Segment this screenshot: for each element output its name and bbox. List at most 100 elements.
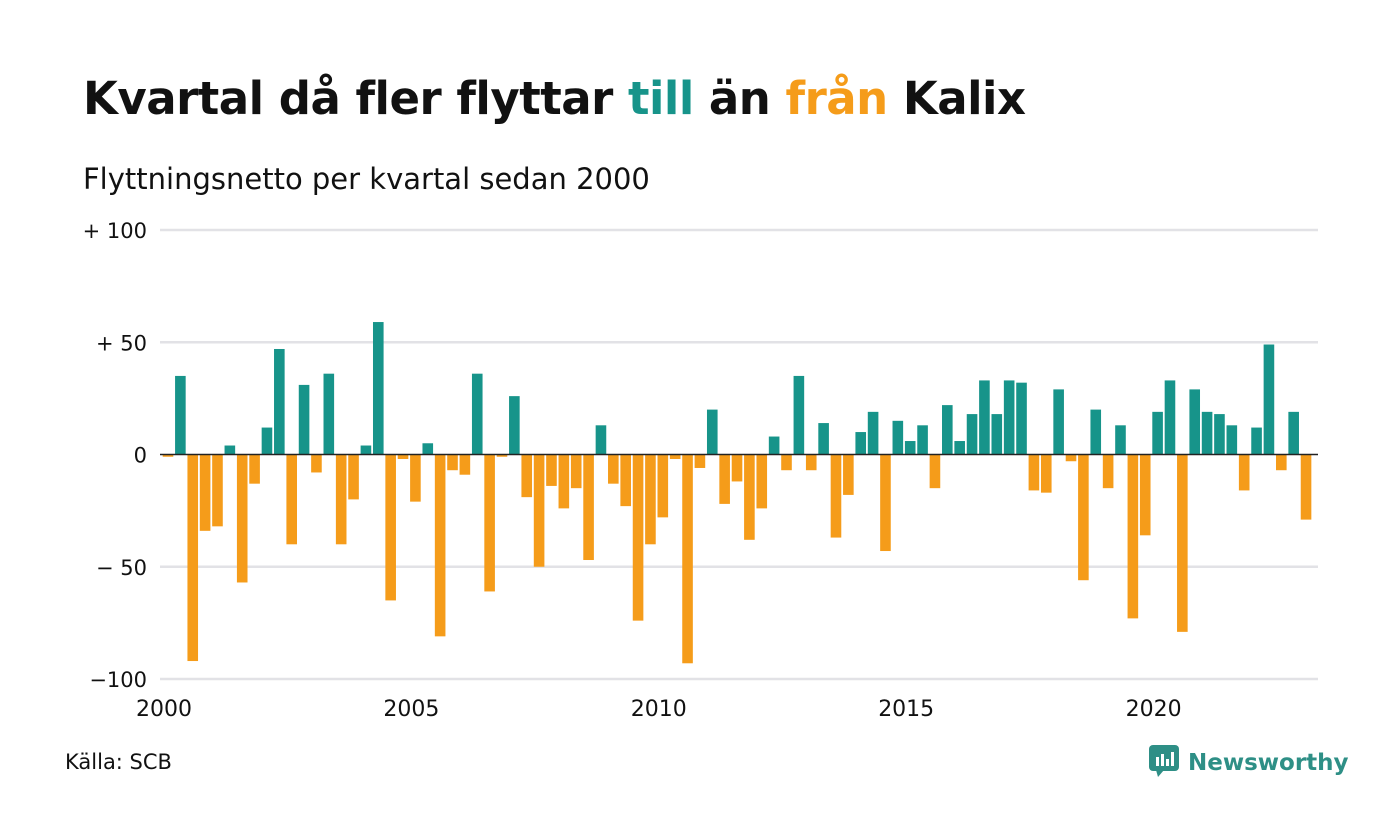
- bar-2009-q1: [608, 454, 619, 484]
- bars: [162, 322, 1312, 664]
- bar-2018-q1: [1053, 389, 1064, 455]
- bar-2003-q1: [311, 454, 322, 473]
- bar-2006-q4: [496, 454, 508, 457]
- bar-2016-q2: [966, 414, 978, 455]
- bar-2022-q3: [1276, 454, 1287, 471]
- x-tick-label: 2020: [1126, 697, 1182, 722]
- bar-2002-q3: [286, 454, 297, 545]
- bar-2023-q1: [1300, 454, 1312, 520]
- bar-2008-q4: [595, 425, 607, 455]
- bar-2017-q4: [1040, 454, 1052, 493]
- bar-2002-q4: [298, 384, 310, 455]
- bar-2018-q3: [1078, 454, 1089, 581]
- bar-2022-q1: [1251, 427, 1262, 455]
- y-tick-label: + 100: [83, 219, 147, 243]
- bar-2007-q3: [533, 454, 545, 567]
- bar-2019-q1: [1102, 454, 1114, 489]
- bar-2018-q4: [1090, 409, 1102, 455]
- bar-2001-q1: [212, 454, 223, 527]
- chart-title: Kvartal då fler flyttar till än från Kal…: [83, 72, 1026, 125]
- title-highlight-fran: från: [785, 72, 889, 125]
- bar-2011-q4: [744, 454, 755, 540]
- y-tick-label: + 50: [96, 331, 147, 355]
- bar-2008-q3: [583, 454, 594, 561]
- bar-2013-q2: [818, 423, 829, 455]
- bar-chart: + 100 + 50 0 − 50 −100 2000 2005 2010 2015 2020: [83, 219, 1318, 722]
- title-part-2: än: [693, 72, 786, 125]
- bar-2012-q2: [768, 436, 780, 455]
- bar-2020-q3: [1177, 454, 1188, 632]
- bar-2010-q2: [669, 454, 681, 459]
- x-tick-label: 2000: [136, 697, 192, 722]
- bar-2008-q2: [570, 454, 582, 489]
- bar-2012-q4: [793, 375, 805, 455]
- bar-2018-q2: [1065, 454, 1077, 462]
- bar-2013-q4: [843, 454, 854, 495]
- bar-2013-q3: [830, 454, 842, 538]
- bar-2005-q2: [422, 443, 434, 455]
- bar-2005-q3: [434, 454, 446, 637]
- gridlines: [160, 228, 1318, 681]
- bar-2014-q2: [867, 411, 879, 455]
- x-tick-label: 2015: [878, 697, 934, 722]
- bar-2015-q4: [942, 405, 953, 455]
- bar-2003-q2: [323, 373, 335, 455]
- bar-2006-q2: [471, 373, 483, 455]
- y-tick-label: 0: [134, 444, 147, 468]
- bar-2007-q1: [509, 396, 520, 455]
- bar-2006-q3: [484, 454, 495, 592]
- bar-2021-q1: [1201, 411, 1213, 455]
- bar-2022-q2: [1263, 344, 1275, 455]
- bar-2000-q2: [175, 375, 186, 455]
- title-part-3: Kalix: [887, 72, 1026, 125]
- bar-2020-q1: [1152, 411, 1163, 455]
- bar-2014-q1: [855, 432, 867, 455]
- y-tick-label: − 50: [96, 556, 147, 580]
- bar-2014-q3: [880, 454, 891, 552]
- bar-2012-q1: [756, 454, 768, 509]
- bar-2015-q3: [929, 454, 941, 489]
- brand-name: Newsworthy: [1188, 750, 1349, 776]
- bar-2005-q4: [447, 454, 458, 471]
- bar-2002-q1: [261, 427, 273, 455]
- bar-2000-q4: [199, 454, 211, 531]
- bar-2000-q3: [187, 454, 199, 662]
- bar-2016-q3: [979, 380, 990, 455]
- bar-2017-q3: [1028, 454, 1040, 491]
- newsworthy-logo-icon: [1148, 744, 1180, 782]
- bar-2000-q1: [162, 454, 174, 457]
- bar-2014-q4: [892, 420, 904, 455]
- bar-2001-q4: [249, 454, 260, 484]
- bar-2016-q1: [954, 441, 965, 455]
- bar-2011-q1: [706, 409, 718, 455]
- bar-2013-q1: [805, 454, 817, 471]
- bar-2004-q4: [397, 454, 409, 459]
- bar-2015-q1: [904, 441, 916, 455]
- bar-2011-q3: [731, 454, 743, 482]
- bar-2008-q1: [558, 454, 570, 509]
- brand-logo[interactable]: Newsworthy: [1148, 744, 1349, 782]
- chart-subtitle: Flyttningsnetto per kvartal sedan 2000: [83, 162, 650, 196]
- bar-2019-q2: [1115, 425, 1126, 455]
- bar-2006-q1: [459, 454, 471, 475]
- bar-2009-q2: [620, 454, 631, 507]
- x-tick-label: 2010: [631, 697, 687, 722]
- bar-2021-q2: [1214, 414, 1225, 455]
- bar-2009-q3: [632, 454, 644, 621]
- bar-2004-q2: [372, 322, 384, 455]
- bar-2007-q4: [546, 454, 557, 486]
- bar-2015-q2: [917, 425, 928, 455]
- bar-2001-q2: [224, 445, 236, 455]
- bar-2021-q3: [1226, 425, 1238, 455]
- title-highlight-till: till: [627, 72, 694, 125]
- bar-2007-q2: [521, 454, 533, 498]
- bar-2016-q4: [991, 414, 1003, 455]
- bar-2022-q4: [1288, 411, 1299, 455]
- bar-2009-q4: [645, 454, 656, 545]
- y-axis-ticks: + 100 + 50 0 − 50 −100: [83, 219, 147, 692]
- bar-2002-q2: [274, 348, 285, 455]
- bar-2004-q3: [385, 454, 396, 601]
- bar-2017-q1: [1003, 380, 1015, 455]
- bar-2004-q1: [360, 445, 372, 455]
- bar-2010-q1: [657, 454, 669, 518]
